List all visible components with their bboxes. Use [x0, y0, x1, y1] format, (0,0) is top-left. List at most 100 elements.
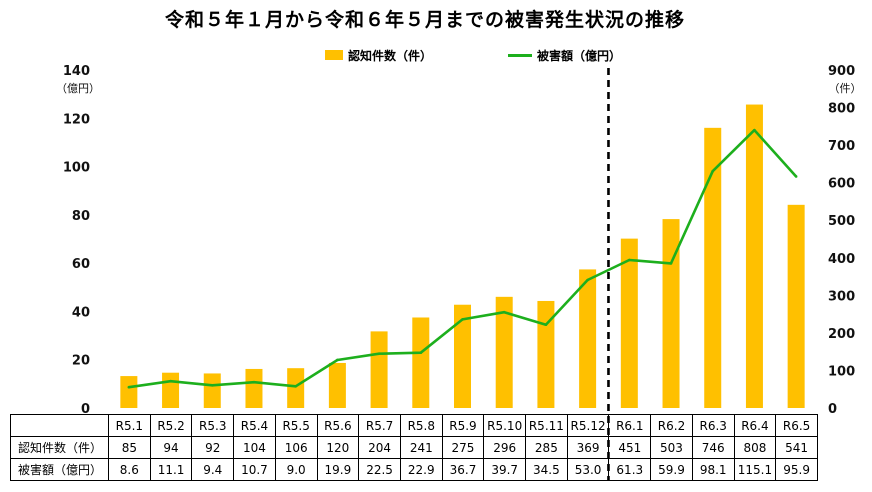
y-right-tick-label: 400 — [828, 252, 855, 267]
y-right-unit-label: （件） — [829, 82, 862, 95]
legend-line-swatch — [508, 53, 532, 57]
y-left-unit-label: （億円） — [56, 82, 100, 95]
category-label: R5.5 — [274, 414, 318, 437]
y-right-tick-label: 0 — [828, 402, 837, 417]
table-cell: 19.9 — [316, 458, 360, 481]
table-cell: 39.7 — [483, 458, 527, 481]
table-cell: 22.9 — [399, 458, 443, 481]
y-right-tick-label: 900 — [828, 64, 855, 79]
y-right-tick-label: 200 — [828, 327, 855, 342]
line-point-R5.11 — [544, 323, 548, 327]
category-label: R5.8 — [399, 414, 443, 437]
table-cell: 104 — [233, 436, 276, 459]
y-right-tick-label: 100 — [828, 364, 855, 379]
category-label: R5.11 — [525, 414, 568, 437]
category-label: R6.1 — [608, 414, 652, 437]
table-cell: 85 — [108, 436, 151, 459]
category-label: R5.1 — [108, 414, 151, 437]
table-cell: 746 — [691, 436, 735, 459]
table-cell: 106 — [274, 436, 318, 459]
table-cell: 275 — [441, 436, 485, 459]
category-label: R5.6 — [316, 414, 360, 437]
category-label: R5.2 — [149, 414, 193, 437]
line-point-R5.10 — [502, 310, 506, 314]
y-right-tick-label: 300 — [828, 289, 855, 304]
y-left-tick-label: 120 — [63, 112, 90, 127]
category-label: R6.4 — [733, 414, 777, 437]
table-cell: 9.4 — [191, 458, 235, 481]
table-cell: 296 — [483, 436, 527, 459]
table-cell: 9.0 — [274, 458, 318, 481]
line-point-R5.1 — [127, 385, 131, 389]
bar-R6.5 — [787, 204, 805, 408]
line-point-R5.5 — [294, 384, 297, 388]
line-point-R6.3 — [711, 169, 715, 173]
table-cell: 95.9 — [775, 458, 818, 481]
category-label: R5.12 — [566, 414, 610, 437]
bar-R6.2 — [662, 219, 680, 408]
category-label: R5.7 — [358, 414, 401, 437]
table-cell: 53.0 — [566, 458, 610, 481]
category-label: R6.2 — [650, 414, 693, 437]
y-right-tick-label: 700 — [828, 139, 855, 154]
table-cell: 808 — [733, 436, 777, 459]
legend-item-damage: 被害額（億円） — [508, 47, 621, 63]
table-cell: 59.9 — [650, 458, 693, 481]
series-line-damage — [128, 128, 798, 389]
data-table: R5.1 R5.2 R5.3 R5.4 R5.5 R5.6 R5.7 R5.8 R5.9 R5.1… — [10, 414, 818, 481]
table-cell: 541 — [775, 436, 818, 459]
bar-R5.5 — [287, 368, 305, 408]
y-right-tick-label: 800 — [828, 102, 855, 117]
table-cell: 92 — [191, 436, 235, 459]
table-cell: 120 — [316, 436, 360, 459]
line-point-R5.6 — [336, 358, 339, 362]
table-cell: 10.7 — [233, 458, 276, 481]
y-left-tick-label: 60 — [72, 257, 90, 272]
line-point-R5.9 — [461, 318, 464, 321]
table-row-label: 被害額（億円） — [10, 458, 109, 481]
legend-bar-swatch — [325, 50, 343, 60]
table-row: 被害額（億円） 8.6 11.1 9.4 10.7 9.0 19.9 22.5 22.9 36.7… — [10, 458, 818, 481]
y-left-tick-label: 20 — [72, 354, 90, 369]
line-point-R6.4 — [753, 128, 756, 132]
category-label: R5.9 — [441, 414, 485, 437]
category-label: R5.3 — [191, 414, 235, 437]
table-cell: 369 — [566, 436, 610, 459]
table-row: 認知件数（件） 85 94 92 104 106 120 204 241 275 296 285 369… — [10, 436, 818, 459]
chart-title: 令和５年１月から令和６年５月までの被害発生状況の推移 — [164, 9, 685, 31]
table-cell: 115.1 — [733, 458, 777, 481]
table-cell: 22.5 — [358, 458, 401, 481]
line-point-R6.2 — [669, 262, 673, 265]
table-header-row: R5.1 R5.2 R5.3 R5.4 R5.5 R5.6 R5.7 R5.8 R5.9 R5.1… — [10, 414, 818, 437]
category-label: R6.3 — [691, 414, 735, 437]
bar-R6.4 — [745, 104, 763, 408]
bar-R6.1 — [620, 238, 638, 408]
legend-label-damage: 被害額（億円） — [537, 48, 622, 63]
bar-R6.3 — [704, 127, 722, 408]
legend-item-cases: 認知件数（件） — [325, 47, 432, 63]
bar-R5.6 — [328, 362, 346, 408]
category-label: R5.10 — [483, 414, 527, 437]
table-cell: 8.6 — [108, 458, 151, 481]
y-left-tick-label: 80 — [72, 209, 90, 224]
table-cell: 34.5 — [525, 458, 568, 481]
legend-label-cases: 認知件数（件） — [348, 48, 433, 63]
line-point-R5.3 — [210, 384, 214, 387]
table-row-label: 認知件数（件） — [10, 436, 109, 459]
y-left-tick-label: 140 — [63, 64, 90, 79]
category-label: R5.4 — [233, 414, 276, 437]
table-cell: 503 — [650, 436, 693, 459]
table-cell: 94 — [149, 436, 193, 459]
bar-R5.11 — [537, 300, 555, 408]
bar-R5.9 — [454, 304, 471, 408]
line-point-R5.7 — [377, 352, 381, 355]
table-cell: 285 — [525, 436, 568, 459]
line-point-R6.5 — [794, 175, 798, 178]
line-point-R5.12 — [586, 278, 589, 282]
y-left-tick-label: 40 — [72, 305, 90, 320]
line-point-R5.8 — [419, 351, 423, 355]
bar-R5.8 — [412, 317, 430, 408]
table-cell: 204 — [358, 436, 401, 459]
table-cell: 241 — [399, 436, 443, 459]
line-point-R5.4 — [252, 380, 256, 384]
